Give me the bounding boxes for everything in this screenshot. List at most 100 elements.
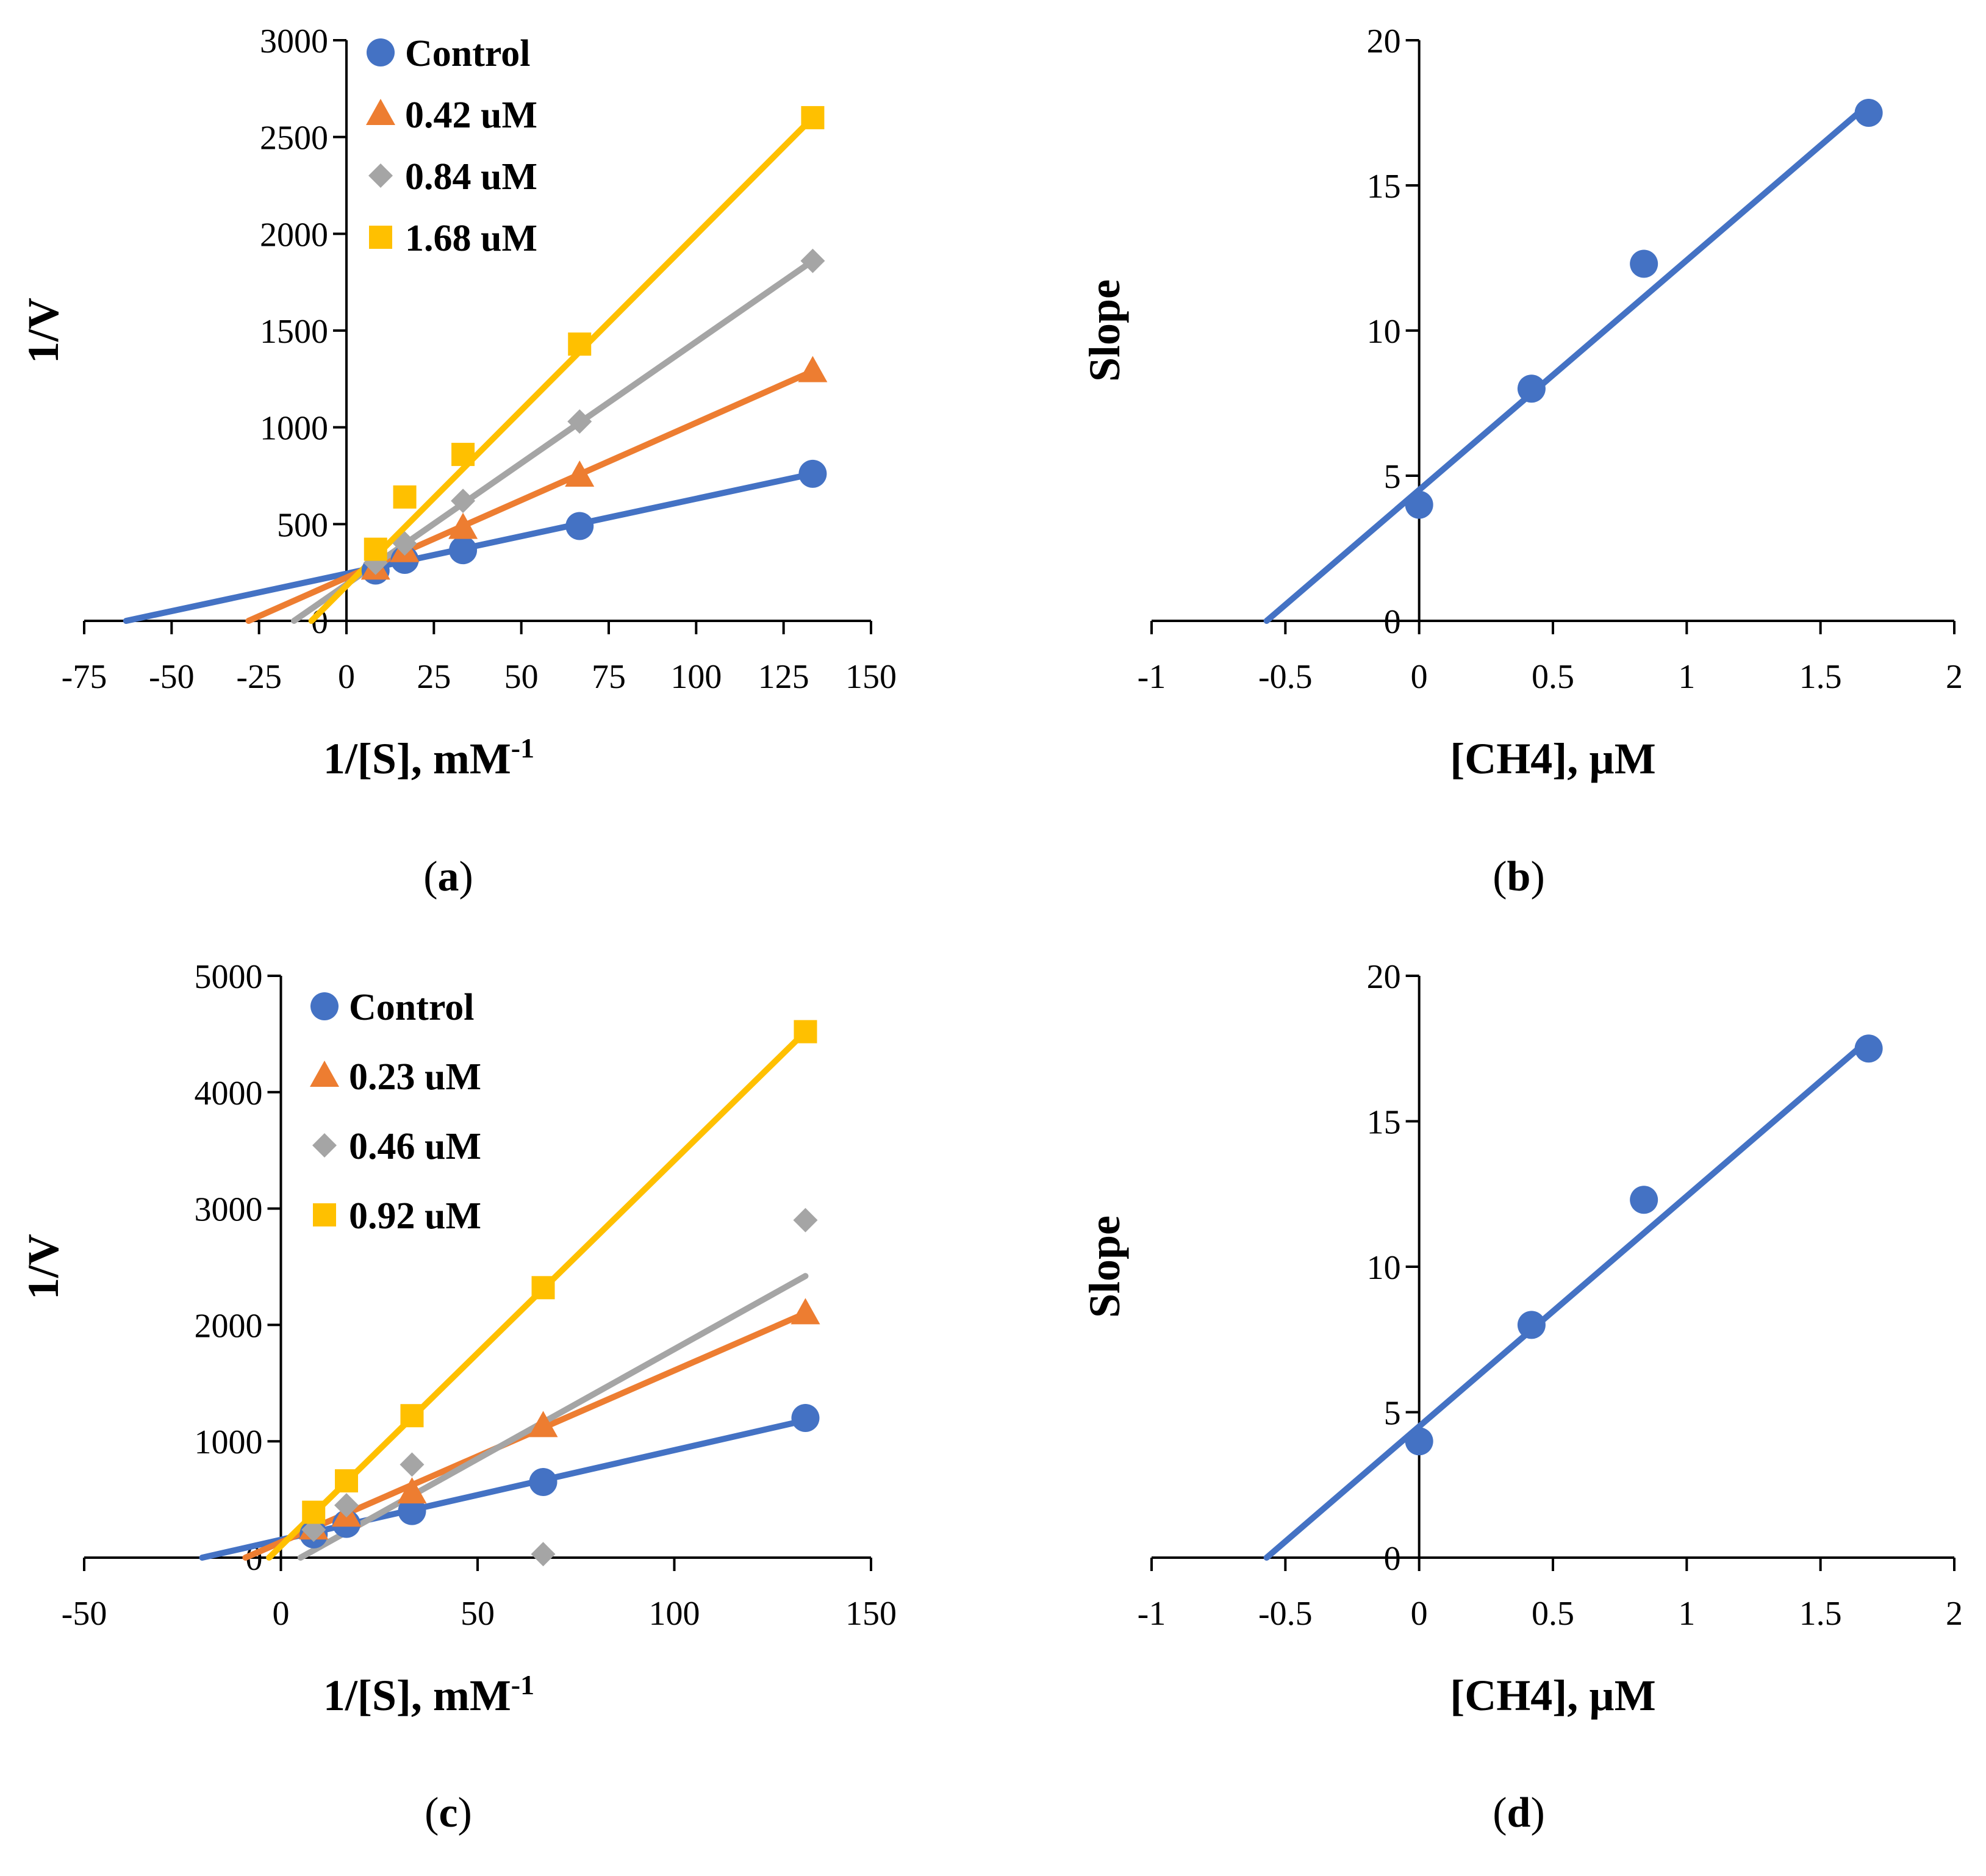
x-axis-title: [CH4], µM xyxy=(1450,1671,1655,1720)
x-tick-label: 100 xyxy=(649,1595,700,1633)
y-tick-label: 1500 xyxy=(260,313,328,351)
panel-caption: (b) xyxy=(1493,853,1545,900)
y-tick-label: 10 xyxy=(1367,1249,1401,1287)
y-tick-label: 5 xyxy=(1384,458,1401,496)
data-point xyxy=(791,1404,820,1433)
y-tick-label: 2000 xyxy=(260,216,328,254)
legend-label: 0.42 uM xyxy=(405,95,537,136)
x-tick-label: 2 xyxy=(1946,658,1963,696)
legend-marker xyxy=(313,1203,336,1226)
data-point xyxy=(1630,1186,1658,1214)
y-tick-label: 5 xyxy=(1384,1395,1401,1433)
data-point xyxy=(800,248,825,273)
data-point xyxy=(451,443,475,467)
x-axis-title-superscript: -1 xyxy=(511,732,534,764)
x-tick-label: 50 xyxy=(504,658,539,696)
x-tick-label: 100 xyxy=(670,658,722,696)
x-tick-label: 1 xyxy=(1678,1595,1695,1633)
data-point xyxy=(335,1469,359,1493)
data-point xyxy=(565,460,595,487)
fit-line xyxy=(1263,101,1872,624)
data-point xyxy=(801,106,825,129)
fit-line xyxy=(297,1273,809,1561)
y-tick-label: 2500 xyxy=(260,120,328,157)
y-tick-label: 4000 xyxy=(195,1075,263,1112)
chart-c: -50 0 50 100 1500100020003000400050001/[S], … xyxy=(19,958,897,1836)
legend-label: 0.23 uM xyxy=(349,1056,481,1098)
data-point xyxy=(531,1276,555,1300)
y-tick-label: 3000 xyxy=(195,1191,263,1229)
x-tick-label: 0 xyxy=(1411,658,1428,696)
x-tick-label: -75 xyxy=(62,658,107,696)
y-axis-title: 1/V xyxy=(19,298,68,363)
data-point xyxy=(1405,490,1433,519)
data-point xyxy=(334,1493,359,1518)
data-point xyxy=(567,409,592,434)
x-tick-label: -25 xyxy=(236,658,282,696)
y-axis-title: 1/V xyxy=(19,1234,68,1300)
data-point xyxy=(400,1452,425,1477)
x-tick-label: 150 xyxy=(845,1595,897,1633)
legend-label: 0.46 uM xyxy=(349,1126,481,1167)
legend-label: 0.92 uM xyxy=(349,1195,481,1237)
y-tick-label: 10 xyxy=(1367,313,1401,351)
legend-label: Control xyxy=(405,33,531,74)
x-tick-label: 125 xyxy=(758,658,809,696)
x-tick-label: 1.5 xyxy=(1799,658,1842,696)
x-axis-title-superscript: -1 xyxy=(511,1669,534,1700)
x-tick-label: -0.5 xyxy=(1258,658,1313,696)
panel-caption: (a) xyxy=(423,853,473,900)
x-tick-label: -0.5 xyxy=(1258,1595,1313,1633)
data-point xyxy=(364,537,387,561)
legend-label: 0.84 uM xyxy=(405,156,537,198)
data-point xyxy=(798,459,827,488)
legend-marker xyxy=(366,99,395,125)
fit-line xyxy=(245,368,816,624)
y-tick-label: 1000 xyxy=(195,1423,263,1461)
fit-line xyxy=(308,114,816,624)
data-point xyxy=(392,531,417,556)
x-tick-label: 150 xyxy=(845,658,897,696)
y-tick-label: 15 xyxy=(1367,168,1401,206)
y-tick-label: 2000 xyxy=(195,1307,263,1345)
x-tick-label: -50 xyxy=(62,1595,107,1633)
y-tick-label: 20 xyxy=(1367,23,1401,60)
x-tick-label: -1 xyxy=(1138,1595,1166,1633)
legend-marker xyxy=(310,1061,339,1087)
data-point xyxy=(1405,1427,1433,1456)
legend-marker xyxy=(368,163,393,188)
y-tick-label: 500 xyxy=(277,506,328,544)
x-tick-label: 25 xyxy=(417,658,451,696)
x-tick-label: 0 xyxy=(1411,1595,1428,1633)
data-point xyxy=(398,1497,426,1525)
data-point xyxy=(798,356,828,382)
legend-marker xyxy=(310,992,339,1020)
y-tick-label: 0 xyxy=(1384,1540,1401,1578)
chart-a: -75 -50 -25 0 25 50 75 100 125 150050010001500200… xyxy=(19,23,897,900)
panel-caption-letter: a xyxy=(438,853,459,900)
x-tick-label: 1 xyxy=(1678,658,1695,696)
data-point xyxy=(794,1020,817,1044)
x-tick-label: 1.5 xyxy=(1799,1595,1842,1633)
data-point xyxy=(1630,249,1658,278)
legend-marker xyxy=(312,1133,337,1158)
data-point xyxy=(568,332,592,356)
data-point xyxy=(531,1542,556,1567)
panel-caption: (d) xyxy=(1493,1789,1545,1836)
legend-label: Control xyxy=(349,987,475,1028)
x-tick-label: 2 xyxy=(1946,1595,1963,1633)
data-point xyxy=(565,512,594,540)
y-tick-label: 3000 xyxy=(260,23,328,60)
data-point xyxy=(528,1411,558,1437)
x-tick-label: 75 xyxy=(592,658,626,696)
data-point xyxy=(1517,1311,1546,1339)
x-axis-title: 1/[S], mM-1 xyxy=(323,1669,534,1720)
panel-caption-letter: b xyxy=(1507,853,1531,900)
data-point xyxy=(302,1500,326,1524)
x-tick-label: 0.5 xyxy=(1532,658,1574,696)
x-tick-label: -1 xyxy=(1138,658,1166,696)
y-tick-label: 15 xyxy=(1367,1104,1401,1142)
data-point xyxy=(1854,99,1883,127)
